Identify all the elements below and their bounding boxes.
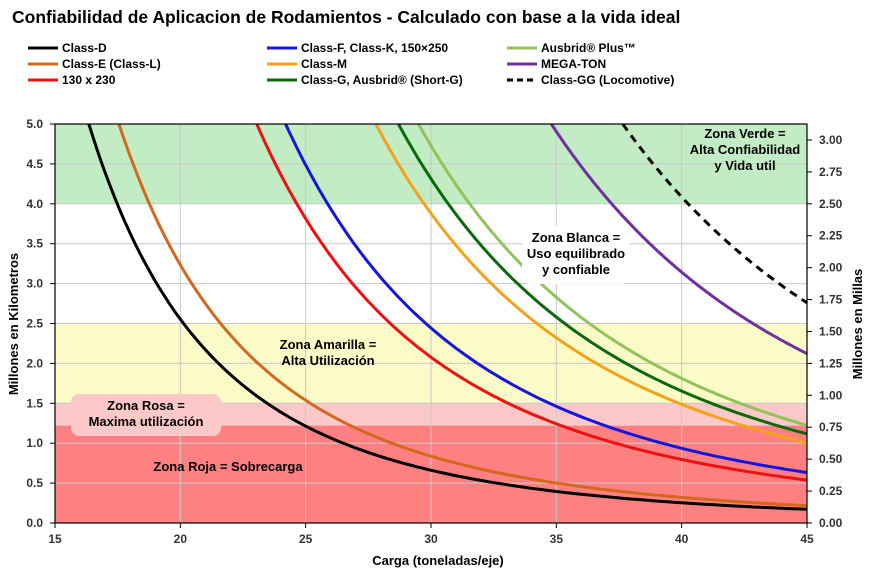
zone-label-amarilla: Alta Utilización — [281, 353, 374, 368]
y-tick-label: 3.0 — [26, 277, 43, 291]
legend-label: MEGA-TON — [541, 57, 606, 71]
y-tick-label: 1.0 — [26, 436, 43, 450]
y2-tick-label: 1.25 — [819, 356, 843, 370]
zone-label-verde: Alta Confiabilidad — [690, 142, 801, 157]
y2-tick-label: 0.75 — [819, 420, 843, 434]
series-line-2 — [255, 123, 808, 482]
legend-label: Class-M — [301, 57, 347, 71]
y2-tick-label: 2.25 — [819, 229, 843, 243]
series-line-4 — [374, 123, 808, 445]
legend-label: Class-G, Ausbrid® (Short-G) — [301, 73, 463, 87]
y2-axis-label: Millones en Millas — [850, 269, 865, 380]
y2-tick-label: 3.00 — [819, 133, 843, 147]
y2-tick-label: 2.00 — [819, 261, 843, 275]
series-line-6 — [417, 123, 808, 427]
y2-tick-label: 0.00 — [819, 516, 843, 530]
x-tick-label: 45 — [800, 532, 814, 546]
y2-tick-label: 0.50 — [819, 452, 843, 466]
x-tick-label: 30 — [424, 532, 438, 546]
series-line-8 — [621, 123, 808, 305]
legend-label: Class-GG (Locomotive) — [541, 73, 674, 87]
legend-label: Class-D — [62, 41, 107, 55]
y2-tick-label: 1.00 — [819, 388, 843, 402]
x-tick-label: 20 — [174, 532, 188, 546]
series-line-7 — [550, 123, 808, 355]
zone-label-verde: y Vida util — [714, 158, 775, 173]
y-tick-label: 1.5 — [26, 396, 43, 410]
series-line-0 — [87, 123, 808, 511]
x-tick-label: 40 — [675, 532, 689, 546]
x-tick-label: 15 — [48, 532, 62, 546]
zone-label-roja: Zona Roja = Sobrecarga — [153, 459, 303, 474]
series-line-1 — [117, 123, 808, 508]
zone-label-blanca: y confiable — [542, 262, 610, 277]
x-axis-label: Carga (toneladas/eje) — [372, 553, 504, 568]
zone-label-rosa: Zona Rosa = — [107, 398, 185, 413]
y2-tick-label: 0.25 — [819, 484, 843, 498]
y-tick-label: 4.5 — [26, 157, 43, 171]
y-tick-label: 2.0 — [26, 356, 43, 370]
legend-label: Class-F, Class-K, 150×250 — [301, 41, 448, 55]
zone-label-box-blanca — [522, 226, 630, 284]
legend: Class-D Class-E (Class-L) 130 x 230 Class-F… — [28, 41, 674, 87]
legend-label: 130 x 230 — [62, 73, 116, 87]
y2-tick-label: 1.75 — [819, 293, 843, 307]
y2-tick-label: 2.75 — [819, 165, 843, 179]
x-tick-label: 35 — [550, 532, 564, 546]
series-line-3 — [284, 123, 808, 474]
y-tick-label: 0.0 — [26, 516, 43, 530]
zone-label-blanca: Uso equilibrado — [527, 246, 625, 261]
y-tick-label: 3.5 — [26, 237, 43, 251]
y-tick-label: 4.0 — [26, 197, 43, 211]
y-tick-label: 0.5 — [26, 476, 43, 490]
y-tick-label: 5.0 — [26, 117, 43, 131]
y-axis-label: Millones en Kilometros — [6, 253, 21, 395]
y2-tick-label: 2.50 — [819, 197, 843, 211]
chart-title: Confiabilidad de Aplicacion de Rodamient… — [12, 7, 680, 27]
legend-label: Class-E (Class-L) — [62, 57, 161, 71]
zone-label-box-rosa — [71, 394, 221, 436]
zone-label-rosa: Maxima utilización — [89, 414, 204, 429]
zone-label-amarilla: Zona Amarilla = — [280, 337, 377, 352]
zone-label-blanca: Zona Blanca = — [532, 230, 621, 245]
plot-lines — [87, 123, 808, 511]
legend-label: Ausbrid® Plus™ — [541, 41, 636, 55]
zone-label-verde: Zona Verde = — [704, 126, 786, 141]
x-tick-label: 25 — [299, 532, 313, 546]
y2-tick-label: 1.50 — [819, 324, 843, 338]
y-tick-label: 2.5 — [26, 317, 43, 331]
series-line-5 — [397, 123, 808, 436]
axes: 15 20 25 30 35 40 45 0.0 0.5 1.0 1.5 2.0 2.5 3.0 3.5 4.… — [26, 117, 842, 546]
